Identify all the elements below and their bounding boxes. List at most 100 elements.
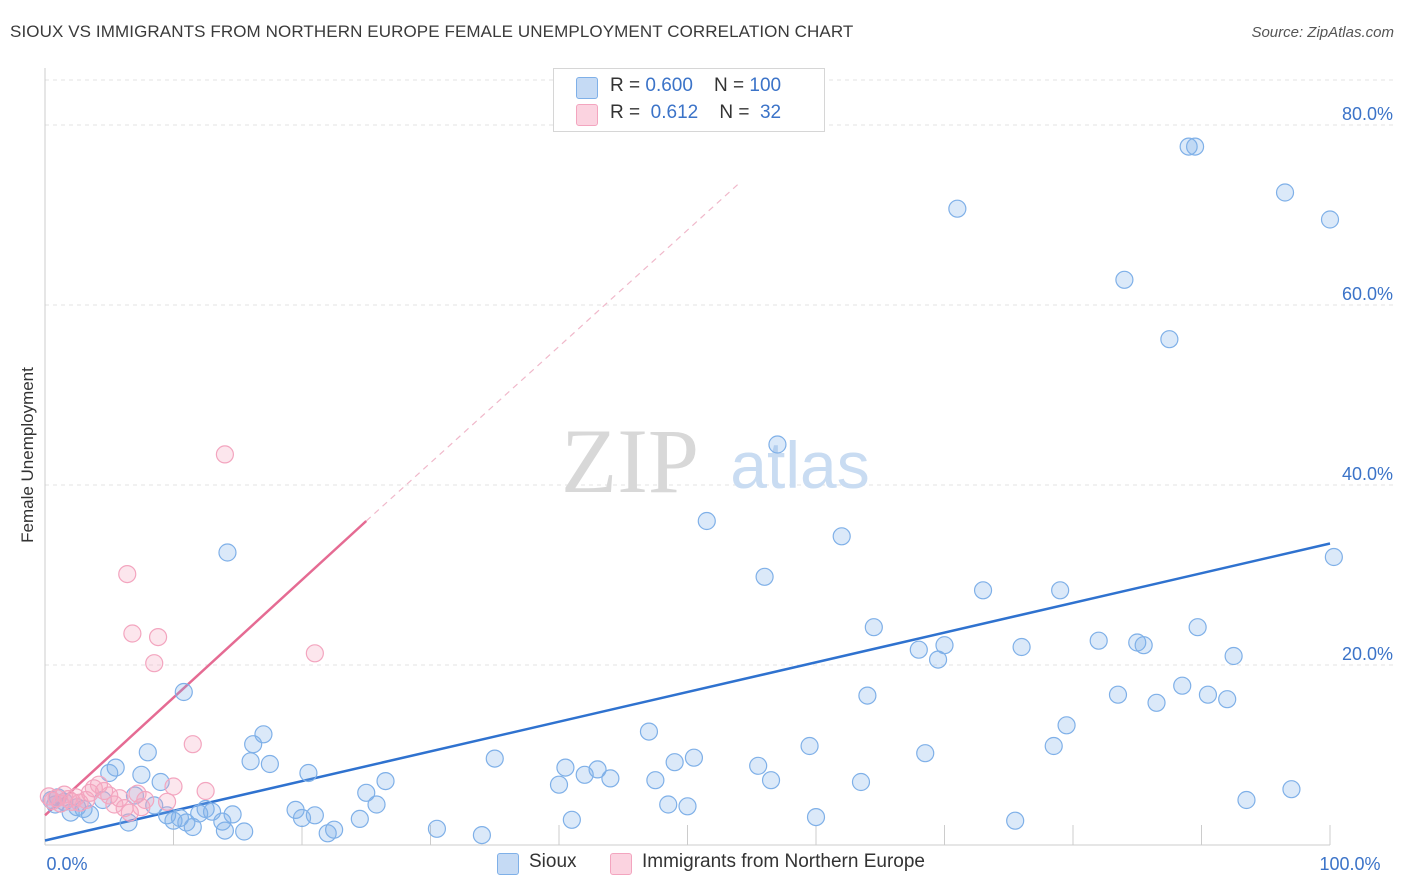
sioux-point-37	[299, 763, 318, 783]
sioux-point-69	[858, 686, 877, 705]
sioux-point-45	[427, 819, 447, 838]
sioux-point-93	[1198, 685, 1218, 704]
x-tick-label-1: 100.0%	[1319, 854, 1380, 874]
sioux-point-82	[1089, 631, 1108, 650]
sioux-point-94	[1218, 690, 1237, 709]
y-tick-label-2: 60.0%	[1342, 284, 1393, 304]
sioux-point-41	[350, 809, 369, 829]
sioux-point-50	[562, 810, 581, 829]
immigrants-point-11	[84, 779, 103, 798]
sioux-point-89	[1173, 676, 1192, 695]
immigrants-point-30	[215, 445, 234, 464]
sioux-point-44	[376, 771, 395, 791]
sioux-point-65	[800, 736, 819, 756]
x-tick-label-0: 0.0%	[46, 854, 87, 874]
watermark-atlas: atlas	[730, 428, 869, 502]
sioux-point-80	[1051, 581, 1070, 600]
sioux-point-66	[806, 807, 826, 827]
trend-lines	[44, 183, 1331, 842]
sioux-point-71	[909, 640, 928, 659]
legend-r-value: 0.600	[645, 75, 693, 96]
bottom-legend-label-immigrants: Immigrants from Northern Europe	[642, 851, 925, 872]
immigrants-point-26	[157, 792, 177, 811]
sioux-point-40	[325, 820, 344, 839]
gridlines	[45, 79, 1395, 666]
immigrants-point-23	[136, 790, 155, 810]
data-points	[39, 137, 1343, 845]
sioux-point-64	[768, 435, 787, 454]
sioux-point-67	[832, 527, 851, 546]
sioux-point-29	[223, 805, 242, 824]
sioux-point-58	[678, 797, 697, 816]
sioux-point-52	[588, 760, 607, 779]
sioux-point-7	[80, 805, 100, 824]
sioux-point-38	[305, 806, 324, 825]
immigrants-trend-line	[44, 520, 368, 817]
immigrants-point-31	[305, 644, 324, 663]
sioux-point-76	[973, 581, 993, 600]
sioux-point-98	[1282, 780, 1301, 799]
immigrants-point-24	[145, 654, 164, 673]
sioux-point-48	[549, 775, 569, 794]
tick-labels: 20.0% 40.0% 60.0% 80.0% 0.0% 100.0%	[46, 104, 1393, 874]
sioux-point-34	[260, 754, 279, 774]
sioux-point-30	[235, 822, 254, 841]
sioux-point-77	[1006, 811, 1025, 830]
axes	[44, 68, 1331, 846]
sioux-point-92	[1188, 618, 1207, 637]
sioux-point-74	[935, 636, 954, 655]
sioux-point-72	[916, 744, 935, 763]
immigrants-point-20	[123, 624, 142, 643]
sioux-point-68	[851, 772, 871, 792]
y-tick-label-3: 80.0%	[1342, 104, 1393, 124]
sioux-point-60	[697, 511, 716, 531]
sioux-point-14	[138, 743, 157, 762]
sioux-point-84	[1115, 270, 1134, 289]
sioux-point-20	[174, 682, 193, 702]
sioux-point-63	[761, 771, 781, 790]
immigrants-point-16	[110, 789, 129, 808]
immigrants-trend-extension	[365, 183, 740, 522]
sioux-point-55	[646, 771, 665, 790]
legend-r-label: R =	[610, 75, 646, 96]
sioux-point-56	[659, 795, 678, 814]
immigrants-point-18	[118, 564, 137, 584]
watermark-zip: ZIP	[561, 410, 699, 512]
sioux-point-91	[1185, 137, 1205, 156]
sioux-point-90	[1179, 137, 1198, 156]
immigrants-point-19	[120, 803, 139, 822]
sioux-point-86	[1134, 636, 1153, 655]
sioux-point-47	[485, 749, 504, 768]
y-tick-label-0: 20.0%	[1342, 644, 1393, 664]
sioux-point-13	[132, 765, 151, 784]
sioux-point-28	[218, 543, 237, 562]
sioux-point-49	[556, 758, 575, 777]
sioux-point-62	[755, 567, 774, 586]
y-axis-label: Female Unemployment	[18, 367, 37, 543]
legend-r-label: R =	[610, 102, 646, 123]
sioux-point-95	[1224, 646, 1243, 666]
sioux-trend-line	[44, 542, 1331, 842]
sioux-point-100	[1324, 547, 1343, 567]
y-tick-label-1: 40.0%	[1342, 464, 1393, 484]
bottom-legend-swatch-sioux	[497, 853, 519, 875]
sioux-point-10	[106, 758, 125, 777]
chart-title: SIOUX VS IMMIGRANTS FROM NORTHERN EUROPE…	[10, 22, 854, 41]
sioux-point-78	[1012, 637, 1031, 657]
legend-swatch-sioux	[576, 77, 598, 99]
sioux-point-57	[665, 753, 684, 772]
sioux-point-96	[1237, 790, 1256, 810]
sioux-point-97	[1275, 183, 1295, 202]
sioux-point-81	[1057, 716, 1076, 735]
sioux-point-70	[864, 618, 883, 637]
sioux-point-43	[367, 795, 386, 814]
legend-r-value: 0.612	[645, 102, 699, 123]
immigrants-point-28	[183, 735, 202, 754]
sioux-point-31	[241, 752, 260, 771]
immigrants-point-27	[164, 777, 183, 796]
sioux-point-12	[125, 786, 145, 805]
sioux-point-79	[1044, 736, 1063, 756]
sioux-point-88	[1160, 330, 1179, 349]
bottom-legend-swatch-immigrants	[610, 853, 632, 875]
immigrants-point-25	[148, 627, 168, 647]
